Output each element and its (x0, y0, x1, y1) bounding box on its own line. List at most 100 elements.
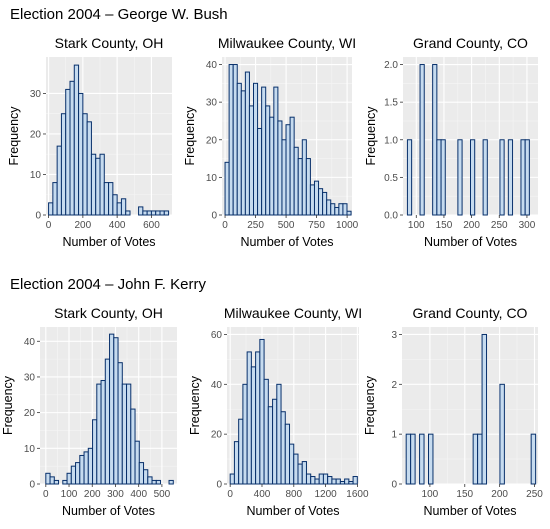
x-tick-label: 0 (46, 220, 52, 231)
histogram-bar (83, 451, 89, 485)
histogram-bar (419, 433, 425, 485)
y-tick-label: 20 (206, 135, 218, 146)
panel-title: Grand County, CO (413, 35, 528, 51)
x-tick-label: 150 (436, 220, 453, 231)
y-tick-label: 30 (24, 372, 36, 383)
histogram-bar (62, 479, 68, 485)
x-tick-label: 250 (247, 220, 264, 231)
histogram-bar (236, 82, 242, 216)
histogram-bar (310, 476, 316, 485)
histogram-bar (318, 473, 324, 485)
histogram-bar (472, 433, 479, 485)
y-axis-label: Frequency (364, 106, 378, 166)
histogram-bar (440, 139, 446, 216)
panel-title: Grand County, CO (413, 305, 528, 321)
histogram-bar (229, 473, 235, 485)
histogram-bar (116, 202, 122, 216)
histogram-bar (69, 80, 75, 216)
histogram-bar (113, 337, 119, 485)
x-axis-label: Number of Votes (240, 235, 333, 249)
histogram-bar (318, 188, 324, 216)
histogram-bar (410, 433, 416, 485)
y-tick-label: 10 (30, 170, 42, 181)
histogram-bar (53, 479, 60, 485)
y-tick-label: 20 (30, 129, 42, 140)
x-tick-label: 400 (130, 489, 147, 500)
histogram-bar (507, 139, 514, 216)
histogram-bar (520, 139, 526, 216)
panel-title: Stark County, OH (54, 305, 163, 321)
histogram-bar (352, 476, 358, 485)
panel-4: 0 100 200 300 400 500 0 10 20 30 40 Stark County, O… (1, 305, 177, 518)
y-axis-label: Frequency (1, 375, 15, 435)
histogram-bar (284, 423, 291, 485)
x-tick-label: 400 (109, 220, 126, 231)
y-tick-label: 40 (24, 337, 36, 348)
histogram-bar (285, 124, 291, 216)
histogram-bar (70, 465, 77, 485)
histogram-bar (130, 408, 136, 485)
histogram-bar (499, 383, 505, 485)
histogram-bar (293, 453, 299, 485)
histogram-bar (265, 105, 271, 216)
x-tick-label: 150 (456, 489, 473, 500)
histogram-bar (78, 92, 84, 216)
histogram-bar (99, 153, 105, 216)
x-tick-label: 1000 (336, 220, 359, 231)
histogram-bar (246, 351, 252, 485)
panel-title: Milwaukee County, WI (224, 305, 362, 321)
histogram-bar (233, 441, 240, 485)
y-tick-label: 10 (24, 444, 36, 455)
y-tick-label: 40 (206, 60, 218, 71)
x-tick-label: 100 (422, 489, 439, 500)
y-tick-label: 0 (211, 211, 217, 222)
histogram-bar (147, 476, 153, 485)
histogram-bar (248, 105, 255, 216)
histogram-bar (253, 82, 259, 216)
y-tick-label: 40 (211, 380, 223, 391)
histogram-bar (305, 158, 311, 216)
x-tick-label: 0 (222, 220, 228, 231)
histogram-bar (126, 383, 132, 485)
y-tick-label: 20 (211, 430, 223, 441)
histogram-bar (273, 86, 279, 216)
histogram-bar (224, 161, 230, 216)
x-tick-label: 500 (278, 220, 295, 231)
histogram-bar (281, 139, 287, 216)
histogram-bar (103, 182, 110, 216)
histogram-bar (436, 139, 442, 216)
histogram-bar (327, 476, 333, 485)
x-tick-label: 200 (84, 489, 101, 500)
y-axis-label: Frequency (7, 106, 21, 166)
histogram-bar (60, 113, 67, 216)
y-tick-label: 3 (391, 330, 397, 341)
histogram-bar (322, 191, 328, 216)
histogram-bar (52, 182, 58, 216)
x-axis-label: Number of Votes (62, 235, 155, 249)
x-tick-label: 100 (61, 489, 78, 500)
histogram-bar (261, 86, 267, 216)
histogram-bar (348, 481, 354, 485)
histogram-bar (151, 479, 157, 485)
histogram-bar (143, 469, 149, 485)
histogram-bar (326, 199, 332, 216)
panel-6: 100 150 200 250 0 1 2 3 Grand County, CO Number o… (363, 305, 543, 518)
histogram-bar (120, 198, 127, 216)
x-tick-label: 100 (408, 220, 425, 231)
histogram-bar (301, 461, 307, 485)
histogram-bar (96, 383, 102, 485)
histogram-bar (305, 473, 312, 485)
histogram-bar (293, 146, 299, 216)
histogram-bar (406, 139, 413, 216)
histogram-bar (146, 210, 152, 216)
histogram-bar (250, 366, 257, 485)
histogram-bar (244, 71, 250, 216)
histogram-bar (269, 116, 275, 216)
y-tick-label: 0.0 (384, 211, 398, 222)
histogram-bar (45, 472, 51, 485)
histogram-bar (125, 210, 131, 216)
histogram-bar (277, 120, 283, 216)
x-tick-label: 1200 (314, 489, 337, 500)
histogram-bar (301, 139, 307, 216)
x-tick-label: 250 (491, 220, 508, 231)
